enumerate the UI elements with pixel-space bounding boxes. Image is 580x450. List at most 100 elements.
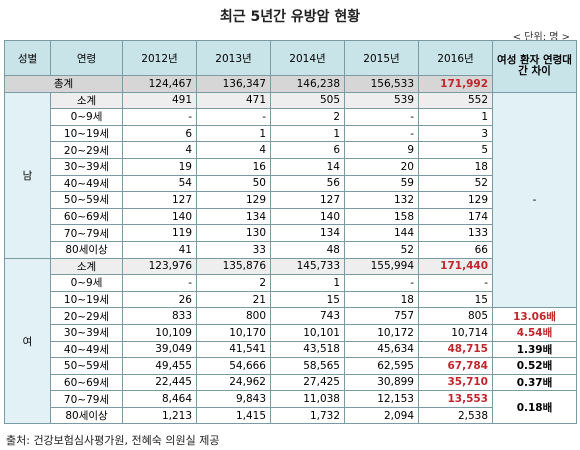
count-value: 833 [122,307,197,325]
title: 최근 5년간 유방암 현황 [219,9,361,25]
count-value: 1 [418,108,493,126]
count-value: 26 [122,290,197,309]
count-value: 2,538 [418,406,493,425]
age-label: 10~19세 [50,290,123,309]
data-row: 50~59세 127 129 127 132 129 [5,191,577,209]
count-value: 6 [122,124,197,143]
count-value: 800 [196,307,271,325]
age-label: 소계 [50,257,123,276]
count-value: 59 [344,174,419,193]
count-value: - [122,274,197,292]
data-row: 남 소계 491 471 505 539 552- [4,91,577,309]
count-value: 66 [418,240,493,259]
count-value: 119 [122,224,197,242]
count-value: 127 [122,191,197,209]
total-value: 124,467 [122,75,197,93]
count-value: 9 [344,141,419,159]
difference-value: 13.06배 [492,307,577,325]
count-value: 1,213 [122,406,197,425]
count-value: 171,440 [418,257,493,276]
data-row: 10~19세 6 1 1-3 [5,124,577,143]
count-value: 24,962 [196,373,271,392]
count-value: 48,715 [418,340,493,359]
age-label: 10~19세 [50,124,123,143]
data-row: 여 소계 123,976 135,876 145,733 155,994 171,440 [4,257,577,425]
count-value: - [122,108,197,126]
count-value: 67,784 [418,357,493,375]
count-value: 132 [344,191,419,209]
count-value: 10,170 [196,323,271,342]
age-label: 20~29세 [50,307,123,325]
age-label: 70~79세 [50,224,123,242]
count-value: 5 [418,141,493,159]
count-value: 757 [344,307,419,325]
count-value: 43,518 [270,340,345,359]
count-value: 1,415 [196,406,271,425]
total-value: 136,347 [196,75,271,93]
data-table: 성별 연령 2012년 2013년 2014년 2015년 2016년 여성 환자 연령대 간… [4,40,577,425]
sex-label: 여 [4,257,51,425]
count-value: 552 [418,91,493,110]
data-row: 70~79세 8,464 9,843 11,038 12,153 13,553 0.18배 [5,390,577,425]
age-label: 50~59세 [50,357,123,375]
age-label: 30~39세 [50,157,123,176]
count-value: 20 [344,157,419,176]
count-value: 15 [418,290,493,309]
count-value: 9,843 [196,390,271,408]
count-value: 129 [196,191,271,209]
count-value: - [344,108,419,126]
age-label: 60~69세 [50,373,123,392]
count-value: 30,899 [344,373,419,392]
count-value: 135,876 [196,257,271,276]
count-value: 1 [270,124,345,143]
count-value: 52 [344,240,419,259]
count-value: 14 [270,157,345,176]
column-header: 2015년 [344,40,419,76]
data-row: 10~19세 26 21 15 18 15 [5,290,577,309]
count-value: 52 [418,174,493,193]
column-header: 여성 환자 연령대 간 차이 [492,40,577,93]
count-value: 22,445 [122,373,197,392]
count-value: - [344,274,419,292]
count-value: 743 [270,307,345,325]
data-row: 20~29세 4 4 6 9 5 [5,141,577,159]
data-row: 0~9세 -2 1- - [5,274,577,292]
count-value: 130 [196,224,271,242]
count-value: 471 [196,91,271,110]
data-row: 30~39세 19 16 14 20 18 [5,157,577,176]
data-row: 60~69세 22,445 24,962 27,425 30,899 35,710 0.37… [5,373,577,392]
count-value: 27,425 [270,373,345,392]
age-label: 70~79세 [50,390,123,408]
count-value: - [196,108,271,126]
count-value: 129 [418,191,493,209]
count-value: 2,094 [344,406,419,425]
count-value: 16 [196,157,271,176]
data-row: 70~79세 119 130 134 144 133 [5,224,577,242]
age-label: 20~29세 [50,141,123,159]
column-header: 2012년 [122,40,197,76]
age-label: 80세이상 [50,240,123,259]
count-value: - [344,124,419,143]
count-value: 39,049 [122,340,197,359]
count-value: 49,455 [122,357,197,375]
data-row: 40~49세 39,049 41,541 43,518 45,634 48,715 1.39… [5,340,577,359]
source: 출처: 건강보험심사평가원, 전혜숙 의원실 제공 [6,434,220,447]
count-value: 41,541 [196,340,271,359]
count-value: 10,172 [344,323,419,342]
count-value: 4 [122,141,197,159]
difference-value: 0.52배 [492,357,577,375]
count-value: 140 [270,207,345,226]
column-header: 연령 [50,40,123,76]
age-label: 0~9세 [50,274,123,292]
count-value: 54,666 [196,357,271,375]
count-value: 18 [418,157,493,176]
count-value: 8,464 [122,390,197,408]
difference-value: 1.39배 [492,340,577,359]
count-value: 134 [270,224,345,242]
sex-label: 남 [4,91,51,259]
difference-value: 0.37배 [492,373,577,392]
count-value: 140 [122,207,197,226]
age-label: 40~49세 [50,340,123,359]
age-label: 소계 [50,91,123,110]
